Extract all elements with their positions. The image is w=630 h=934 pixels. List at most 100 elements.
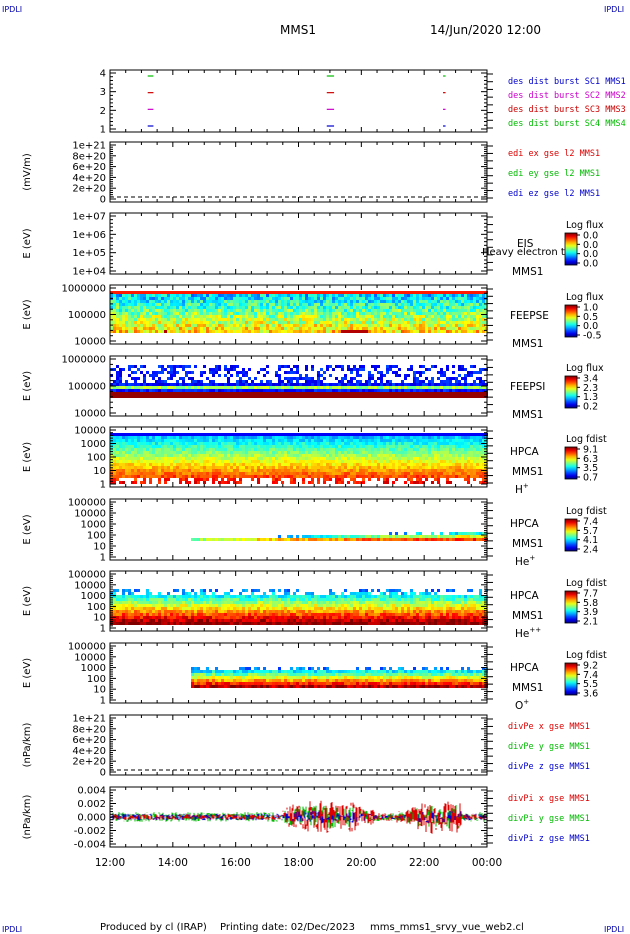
spectrogram-cell — [134, 433, 137, 436]
spectrogram-cell — [302, 312, 305, 315]
spectrogram-cell — [248, 392, 251, 395]
spectrogram-cell — [437, 436, 440, 439]
spectrogram-cell — [341, 439, 344, 442]
spectrogram-cell — [470, 371, 473, 374]
instrument-label: FEEPSE — [510, 310, 549, 322]
spectrogram-cell — [416, 321, 419, 324]
spectrogram-cell — [146, 445, 149, 448]
spectrogram-cell — [284, 451, 287, 454]
spectrogram-cell — [473, 457, 476, 460]
spectrogram-cell — [278, 457, 281, 460]
spectrogram-cell — [155, 306, 158, 309]
spectrogram-cell — [221, 472, 224, 475]
spectrogram-cell — [212, 380, 215, 383]
spectrogram-cell — [437, 383, 440, 386]
spectrogram-cell — [113, 291, 116, 294]
spectrogram-cell — [281, 451, 284, 454]
spectrogram-cell — [302, 433, 305, 436]
spectrogram-cell — [275, 433, 278, 436]
spectrogram-cell — [365, 451, 368, 454]
spectrogram-cell — [134, 297, 137, 300]
spectrogram-cell — [185, 327, 188, 330]
spectrogram-cell — [161, 383, 164, 386]
spectrogram-cell — [128, 330, 131, 333]
spectrogram-cell — [188, 439, 191, 442]
spectrogram-cell — [434, 442, 437, 445]
spectrogram-cell — [113, 300, 116, 303]
spectrogram-cell — [191, 386, 194, 389]
spectrogram-cell — [173, 303, 176, 306]
spectrogram-cell — [245, 466, 248, 469]
spectrogram-cell — [422, 460, 425, 463]
spectrogram-cell — [167, 433, 170, 436]
spectrogram-cell — [464, 469, 467, 472]
spectrogram-cell — [200, 469, 203, 472]
spectrogram-cell — [389, 469, 392, 472]
spectrogram-cell — [170, 389, 173, 392]
spectrogram-cell — [401, 436, 404, 439]
spectrogram-cell — [254, 303, 257, 306]
spectrogram-cell — [128, 436, 131, 439]
spectrogram-cell — [242, 445, 245, 448]
spectrogram-cell — [275, 392, 278, 395]
spectrogram-cell — [407, 309, 410, 312]
y-tick-label: 1 — [100, 125, 106, 136]
spectrogram-cell — [281, 327, 284, 330]
spectrogram-cell — [248, 442, 251, 445]
spectrogram-cell — [473, 365, 476, 368]
spectrogram-cell — [479, 469, 482, 472]
spectrogram-cell — [188, 445, 191, 448]
spectrogram-cell — [143, 463, 146, 466]
spectrogram-cell — [404, 451, 407, 454]
spectrogram-cell — [122, 448, 125, 451]
spectrogram-cell — [437, 300, 440, 303]
spectrogram-cell — [371, 327, 374, 330]
spectrogram-cell — [452, 392, 455, 395]
spectrogram-cell — [236, 303, 239, 306]
spectrogram-cell — [476, 454, 479, 457]
spectrogram-cell — [221, 445, 224, 448]
spectrogram-cell — [377, 389, 380, 392]
spectrogram-cell — [404, 457, 407, 460]
spectrogram-cell — [236, 365, 239, 368]
spectrogram-cell — [122, 330, 125, 333]
spectrogram-cell — [443, 433, 446, 436]
spectrogram-cell — [425, 330, 428, 333]
spectrogram-cell — [140, 463, 143, 466]
spectrogram-cell — [146, 327, 149, 330]
spectrogram-cell — [116, 472, 119, 475]
spectrogram-cell — [425, 389, 428, 392]
spectrogram-cell — [125, 445, 128, 448]
spectrogram-cell — [284, 386, 287, 389]
spectrogram-cell — [182, 454, 185, 457]
spectrogram-cell — [344, 377, 347, 380]
spectrogram-cell — [350, 436, 353, 439]
spectrogram-cell — [284, 454, 287, 457]
spectrogram-cell — [359, 321, 362, 324]
spectrogram-cell — [440, 433, 443, 436]
spectrogram-cell — [389, 392, 392, 395]
spectrogram-cell — [239, 472, 242, 475]
spectrogram-cell — [443, 297, 446, 300]
spectrogram-cell — [149, 386, 152, 389]
spectrogram-cell — [254, 448, 257, 451]
spectrogram-cell — [317, 469, 320, 472]
spectrogram-cell — [419, 460, 422, 463]
spectrogram-cell — [320, 460, 323, 463]
spectrogram-cell — [272, 327, 275, 330]
spectrogram-cell — [416, 451, 419, 454]
spectrogram-cell — [215, 463, 218, 466]
spectrogram-cell — [305, 395, 308, 398]
spectrogram-cell — [314, 318, 317, 321]
spectrogram-cell — [197, 383, 200, 386]
spectrogram-cell — [398, 389, 401, 392]
spectrogram-cell — [176, 365, 179, 368]
spectrogram-cell — [206, 327, 209, 330]
spectrogram-cell — [260, 442, 263, 445]
spectrogram-cell — [434, 463, 437, 466]
spectrogram-cell — [128, 457, 131, 460]
spectrogram-cell — [140, 433, 143, 436]
spectrogram-cell — [149, 436, 152, 439]
spectrogram-cell — [152, 377, 155, 380]
spectrogram-cell — [419, 457, 422, 460]
